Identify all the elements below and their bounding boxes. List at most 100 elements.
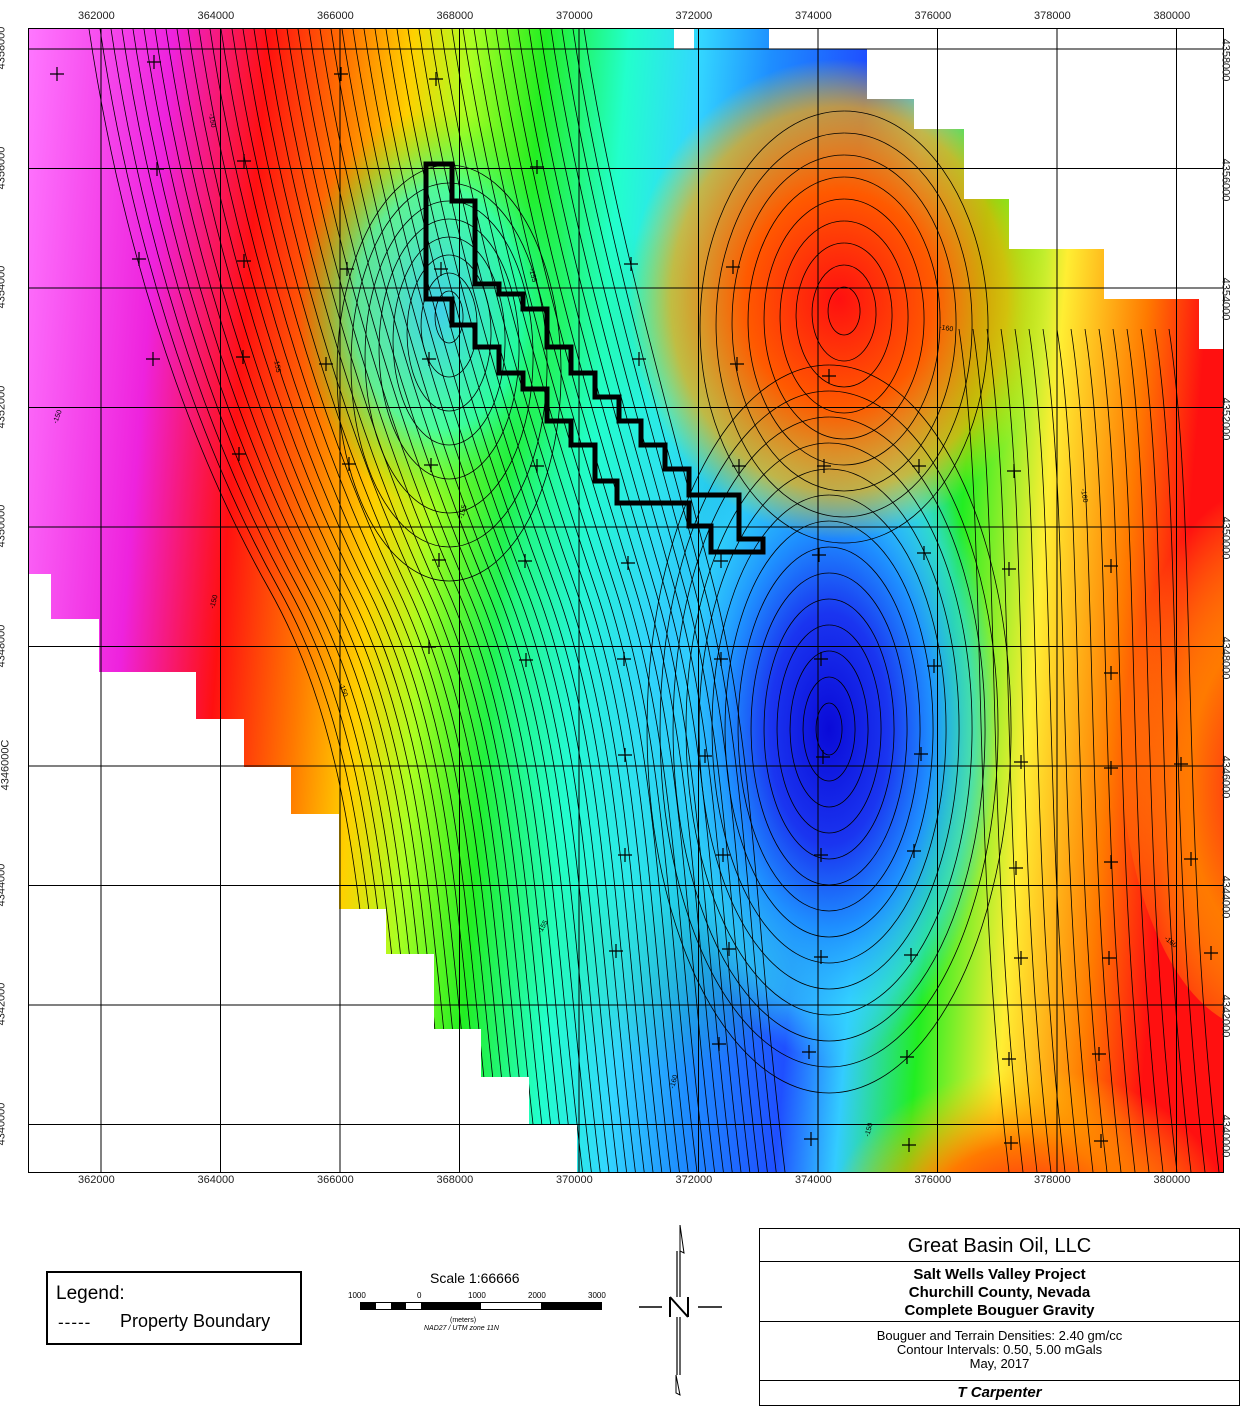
station-cross [422, 352, 436, 366]
contour-line [231, 29, 504, 1172]
station-cross [1184, 852, 1198, 866]
station-cross [519, 653, 533, 667]
station-cross [1014, 951, 1028, 965]
contour-line [1014, 328, 1066, 1172]
contour-line [802, 676, 856, 782]
tick-label: 4352000 [1219, 397, 1232, 440]
contour-line [583, 29, 786, 1172]
tick-label: 380000 [1153, 1174, 1191, 1186]
scale-units: (meters) [450, 1317, 477, 1324]
contour-label: -150 [207, 113, 216, 128]
tick-label: 4342000 [0, 982, 8, 1026]
station-cross [814, 652, 828, 666]
tick-label: 366000 [317, 1174, 354, 1186]
contour-line [286, 29, 548, 1172]
contour-line [1168, 328, 1220, 1172]
contour-line [297, 29, 557, 1172]
station-cross [621, 556, 635, 570]
contour-label: -160 [939, 324, 954, 333]
contour-line [363, 29, 610, 1172]
station-cross [340, 262, 354, 276]
scale-title: Scale 1:66666 [430, 1270, 520, 1286]
station-cross [1104, 761, 1118, 775]
contour-line [364, 200, 534, 514]
gravity-map[interactable]: -150 -150 -155 -160 -155 -160 -150 -155 -150 -160… [28, 28, 1224, 1173]
contour-line [646, 364, 1012, 1094]
title-block: Great Basin Oil, LLC Salt Wells Valley P… [759, 1228, 1240, 1406]
contour-line [795, 242, 893, 388]
contour-line [528, 29, 742, 1172]
contour-line [685, 442, 973, 1016]
contour-line [724, 520, 934, 938]
legend-title: Legend: [56, 1283, 125, 1304]
tick-label: 4358000 [1219, 38, 1232, 82]
contour-line [341, 29, 592, 1172]
tick-label: 4348000 [0, 624, 8, 667]
station-cross [912, 459, 926, 473]
contour-line [672, 416, 986, 1042]
station-cross [1092, 1047, 1106, 1061]
contour-line [253, 29, 522, 1172]
station-cross [432, 553, 446, 567]
north-arrow [636, 1224, 726, 1400]
tick-label: 4346000 [1219, 755, 1232, 799]
property-boundary [423, 161, 766, 555]
station-cross [237, 254, 251, 268]
contour-line [958, 328, 1010, 1172]
tick-label: 380000 [1153, 10, 1191, 22]
contour-line [763, 598, 895, 860]
tick-label: 4358000 [0, 26, 8, 70]
contour-line [330, 29, 583, 1172]
scale-projection: NAD27 / UTM zone 11N [424, 1325, 499, 1332]
contour-line [779, 220, 909, 414]
contour-line [374, 29, 619, 1172]
contour-line [484, 29, 707, 1172]
tick-label: 362000 [78, 10, 115, 22]
tick-label: 376000 [914, 10, 952, 22]
station-cross [1004, 1136, 1018, 1150]
gravity-map-canvas: -150 -150 -155 -160 -155 -160 -150 -155 -150 -160… [29, 29, 1223, 1172]
contour-line [350, 182, 548, 548]
contour-line [473, 29, 698, 1172]
tick-label: 4356000 [0, 146, 8, 189]
legend-line-symbol: ----- [58, 1313, 92, 1332]
station-cross [712, 1037, 726, 1051]
contour-line [550, 29, 759, 1172]
project-title: Salt Wells Valley Project [913, 1266, 1086, 1283]
station-cross [1204, 946, 1218, 960]
station-cross [429, 72, 443, 86]
contour-line [378, 218, 520, 480]
tick-label: 4354000 [0, 265, 8, 309]
station-cross [732, 459, 746, 473]
station-cross [334, 67, 348, 81]
station-cross [1002, 1052, 1016, 1066]
contour-line [396, 29, 636, 1172]
contour-label: -160 [1079, 488, 1088, 503]
date-text: May, 2017 [969, 1356, 1030, 1371]
scale-bar-group: Scale 1:66666 1000 0 1000 2000 3000 (met… [340, 1262, 630, 1352]
contour-label: -155 [458, 504, 468, 519]
contour-line [319, 29, 575, 1172]
company-name: Great Basin Oil, LLC [760, 1229, 1239, 1262]
contour-line [763, 198, 925, 440]
tick-label: 368000 [436, 10, 474, 22]
tick-label: 4350000 [1219, 516, 1232, 560]
contour-label: -150 [337, 682, 348, 698]
tick-label: 4340000 [0, 1102, 8, 1145]
contour-line [972, 328, 1024, 1172]
contour-line [711, 494, 947, 964]
station-cross [150, 162, 164, 176]
contour-line [264, 29, 531, 1172]
station-cross [632, 352, 646, 366]
station-cross [816, 750, 830, 764]
tick-label: 4342000 [1219, 994, 1232, 1038]
tick-label: 374000 [795, 1174, 832, 1186]
contour-line [385, 29, 627, 1172]
station-cross [237, 154, 251, 168]
station-cross [1102, 951, 1116, 965]
contour-line [715, 132, 973, 518]
author-name: T Carpenter [957, 1384, 1042, 1401]
contour-line [827, 286, 861, 336]
contour-line [275, 29, 539, 1172]
tick-label: 370000 [556, 10, 593, 22]
